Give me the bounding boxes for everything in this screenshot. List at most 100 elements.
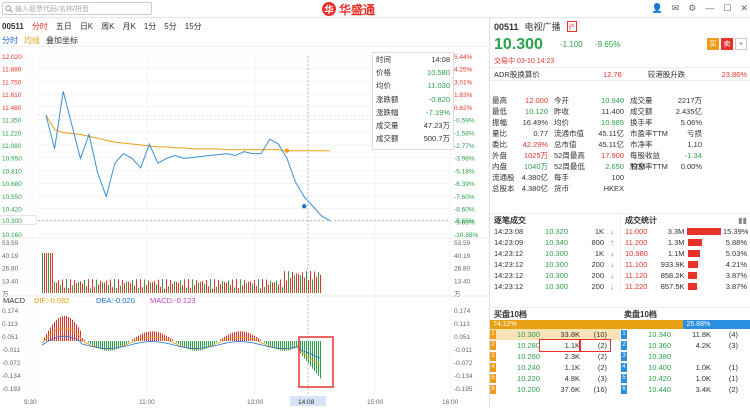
volume-bar — [134, 285, 135, 293]
flow-volume: 1.3M — [667, 238, 685, 247]
volume-bar — [220, 284, 221, 293]
macd-bar — [160, 332, 161, 341]
stat-label: 量比 — [492, 129, 507, 138]
buy-level-row[interactable]: 1 10.300 33.8K (10) — [490, 329, 620, 340]
macd-bar — [202, 341, 203, 350]
info-key: 涨跌幅 — [376, 107, 399, 117]
period-tab-4[interactable]: 月K — [122, 21, 136, 31]
highlight-box — [298, 336, 334, 388]
macd-bar — [108, 341, 109, 351]
sell-level-row[interactable]: 2 10.360 4.2K (3) — [621, 340, 750, 351]
flow-price: 11.220 — [625, 282, 648, 291]
stat-label — [630, 172, 674, 183]
flow-bar-track — [687, 228, 723, 235]
stat-value: 10.985 — [601, 118, 624, 127]
search-input[interactable]: 输入股票代码/名称/拼音 — [2, 2, 152, 15]
macd-bar — [234, 332, 235, 341]
period-tab-2[interactable]: 日K — [79, 21, 94, 31]
macd-bar — [62, 316, 63, 341]
level-index: 2 — [490, 341, 496, 350]
stat-label — [630, 183, 674, 194]
volume-bar — [100, 280, 101, 293]
sell-level-row[interactable]: 6 10.440 3.4K (2) — [621, 384, 750, 395]
deal-row: 14:23:09 10.340 800 ↑ — [490, 237, 620, 248]
y-tick-pct-label: -1.58% — [454, 130, 475, 137]
stat-label: 市盈率TTM — [630, 129, 668, 138]
macd-bar — [240, 331, 241, 341]
y-tick-pct-label: -8.60% — [454, 207, 475, 214]
deal-row: 14:23:12 10.300 200 ↓ — [490, 259, 620, 270]
arrow-down-icon: ↓ — [610, 282, 614, 291]
level-index: 5 — [490, 374, 496, 383]
macd-bar — [96, 341, 97, 348]
sell-level-row[interactable]: 3 10.380 — [621, 351, 750, 362]
volume-bar — [202, 281, 203, 293]
period-tab-0[interactable]: 分时 — [31, 21, 48, 31]
buy-level-row[interactable]: 4 10.240 1.1K (2) — [490, 362, 620, 373]
sell-level-row[interactable]: 1 10.340 11.8K (4) — [621, 329, 750, 340]
period-tab-7[interactable]: 15分 — [184, 21, 202, 31]
minimize-icon[interactable]: — — [705, 3, 715, 13]
volume-tick-label: 万 — [2, 290, 9, 298]
volume-bar — [90, 288, 91, 293]
subtab-0[interactable]: 分时 — [2, 36, 18, 45]
settings-icon[interactable]: ⚙ — [688, 3, 697, 13]
user-icon[interactable]: 👤 — [651, 3, 663, 13]
period-tab-5[interactable]: 1分 — [143, 21, 157, 31]
buy-level-row[interactable]: 3 10.260 2.3K (2) — [490, 351, 620, 362]
level-index: 4 — [490, 363, 496, 372]
deal-time: 14:23:12 — [494, 260, 524, 269]
volume-bar — [142, 287, 143, 293]
macd-bar — [116, 341, 117, 350]
stat-label: 成交额 — [630, 107, 653, 116]
mail-icon[interactable]: ✉ — [671, 3, 680, 13]
macd-bar — [170, 338, 171, 341]
sell-button[interactable]: 卖 — [721, 38, 733, 50]
level-price: 10.300 — [517, 330, 540, 339]
stat-value: 4.380亿 — [521, 184, 548, 193]
flow-bar-track — [687, 261, 724, 268]
macd-dif: DIF:-0.082 — [34, 296, 69, 305]
stat-label: 52周最高 — [554, 151, 585, 160]
period-tab-3[interactable]: 周K — [101, 21, 115, 31]
adr-value: 12.76 — [602, 69, 622, 79]
volume-bar — [178, 283, 179, 293]
flow-bar-track — [687, 272, 724, 279]
volume-bar — [302, 272, 303, 293]
level-price: 10.200 — [517, 385, 540, 394]
sell-level-row[interactable]: 4 10.400 1.0K (1) — [621, 362, 750, 373]
flow-volume: 3.3M — [667, 227, 685, 236]
macd-bar — [80, 330, 81, 341]
maximize-icon[interactable]: ☐ — [723, 3, 732, 13]
flow-title: 成交统计 ▮▮ — [621, 213, 750, 226]
level-index: 6 — [490, 385, 496, 394]
deal-price: 10.300 — [545, 249, 568, 258]
volume-tick-label-right: 13.40 — [454, 278, 471, 285]
macd-value: MACD:-0.123 — [150, 296, 195, 305]
level-index: 3 — [490, 352, 496, 361]
close-icon[interactable]: ✕ — [740, 3, 748, 13]
subtab-2[interactable]: 叠加坐标 — [46, 36, 78, 45]
flow-pct: 5.03% — [725, 249, 747, 258]
sell-level-row[interactable]: 5 10.420 1.0K (1) — [621, 373, 750, 384]
buy-level-row[interactable]: 5 10.220 4.8K (3) — [490, 373, 620, 384]
buy-button[interactable]: 买 — [707, 38, 719, 50]
buy-level-row[interactable]: 6 10.200 37.6K (16) — [490, 384, 620, 395]
level-price: 10.340 — [648, 330, 671, 339]
level-index: 2 — [621, 341, 627, 350]
add-watch-button[interactable]: + — [735, 38, 747, 50]
volume-bar — [280, 279, 281, 293]
period-tab-1[interactable]: 五日 — [55, 21, 72, 31]
crosshair-time-box — [290, 396, 326, 406]
volume-bar — [74, 280, 75, 293]
subtab-1[interactable]: 均线 — [24, 36, 40, 45]
macd-bar — [58, 318, 59, 341]
level-index: 5 — [621, 374, 627, 383]
macd-bar — [204, 341, 205, 350]
stats-row: 量比 0.77 流通市值 45.11亿 市盈率TTM 亏损 — [490, 128, 750, 139]
sell-ratio: 25.88% — [683, 320, 750, 329]
level-count: (10) — [593, 330, 607, 339]
volume-bar — [268, 284, 269, 293]
period-tab-6[interactable]: 5分 — [164, 21, 177, 31]
buy-level-row[interactable]: 2 10.280 1.1K (2) — [490, 339, 620, 352]
